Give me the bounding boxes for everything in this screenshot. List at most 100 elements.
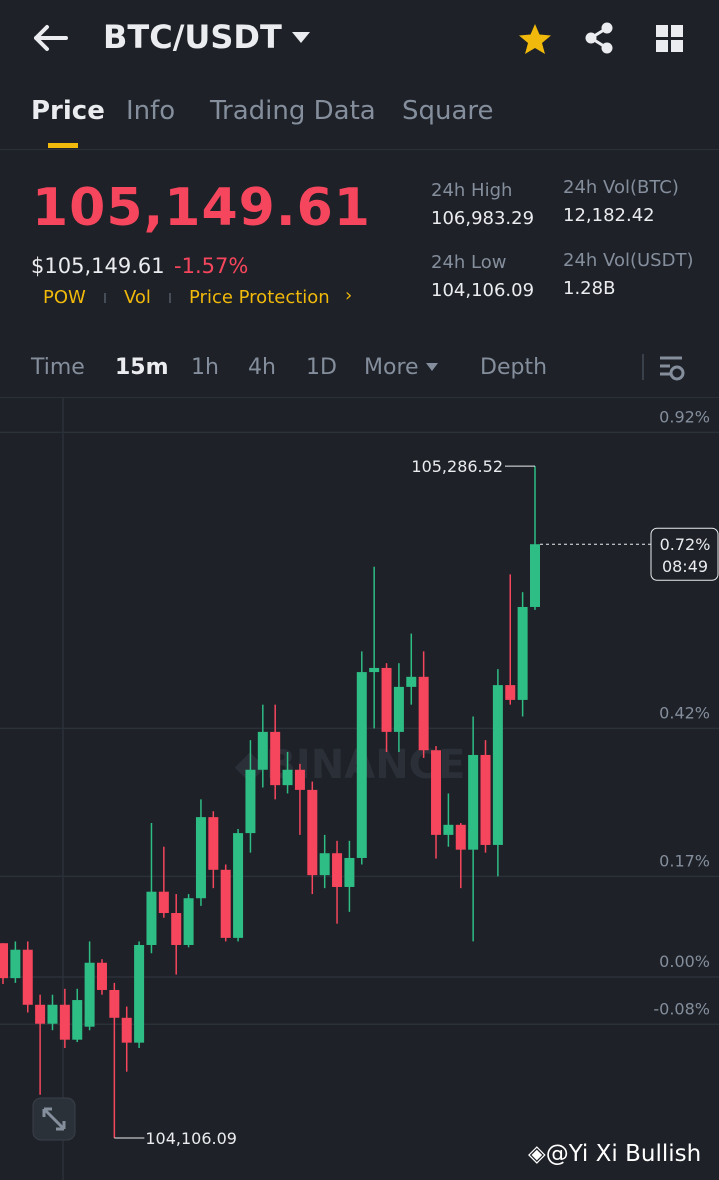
candle-body [220,869,231,938]
interval[interactable]: 1D [306,355,337,380]
y-tick-label: 0.17% [659,851,710,870]
stat-value: 104,106.09 [431,280,535,301]
candle-body [208,817,219,870]
stat-label: 24h Vol(USDT) [563,250,694,271]
stat-label: 24h Low [431,252,507,273]
dropdown-icon[interactable] [290,30,312,46]
countdown-label: 08:49 [662,557,708,576]
chevron: › [345,285,353,306]
candle-body [233,833,244,938]
interval[interactable]: 4h [248,355,276,380]
price-change: -1.57% [174,254,249,278]
tab[interactable]: Trading Data [210,96,376,126]
candle-body [381,667,392,732]
grid-icon[interactable] [655,24,685,54]
candlestick-chart: ◆BINANCE 0.92% 0.42% 0.17% 0.00% -0.08% 105,2… [0,398,719,1180]
low-label: 104,106.09 [145,1129,237,1148]
usd-price: $105,149.61 [31,254,165,278]
y-tick-label: 0.42% [659,703,710,722]
tag-separator [104,293,106,303]
candle-body [59,1004,70,1040]
tag[interactable]: Price Protection [189,287,330,308]
y-tick-label: -0.08% [653,999,710,1018]
tab[interactable]: Price [31,96,105,126]
tab[interactable]: Info [126,96,176,126]
interval[interactable]: 1h [191,355,219,380]
candle-body [134,944,145,1043]
candle-body [35,1004,46,1024]
high-label: 105,286.52 [411,457,503,476]
candle-body [431,750,442,835]
y-tick-label: 0.92% [659,407,710,426]
divider [0,397,719,398]
candle-body [468,754,479,850]
candle-body [121,1017,132,1043]
candle-body [344,857,355,887]
candle-body [96,962,107,990]
stat-value: 1.28B [563,278,616,299]
candle-body [505,685,516,700]
interval[interactable]: 15m [115,355,169,380]
interval[interactable]: More [364,355,419,380]
candle-body [356,672,367,858]
candle-body [307,789,318,876]
candle-body [158,891,169,914]
stat-label: 24h High [431,180,513,201]
stat-label: 24h Vol(BTC) [563,177,679,198]
tab-indicator [48,143,78,148]
candle-body [195,817,206,899]
stat-value: 12,182.42 [563,205,655,226]
back-icon[interactable] [30,22,70,54]
candle-body [418,676,429,751]
candle-body [332,853,343,887]
y-tick-label: 0.00% [659,952,710,971]
separator [642,354,644,380]
tag[interactable]: POW [43,287,86,308]
current-price-box [650,527,719,581]
tag[interactable]: Vol [124,287,151,308]
watermark: ◈@Yi Xi Bullish [528,1141,702,1167]
stat-value: 106,983.29 [431,208,535,229]
interval[interactable]: Time [31,355,85,380]
interval[interactable]: Depth [480,355,548,380]
candle-body [183,898,194,945]
candle-body [517,606,528,700]
fullscreen-button[interactable] [32,1097,76,1141]
candle-body [455,824,466,850]
candle-body [443,824,454,835]
exchange-watermark: ◆BINANCE [235,742,466,788]
divider [0,149,719,150]
candle-body [319,853,330,876]
candle-body [492,685,503,845]
candle-body [393,686,404,732]
candle-body [480,754,491,845]
watermark-text: @Yi Xi Bullish [545,1141,702,1167]
candle-body [245,769,256,834]
candle-body [22,949,33,1005]
candle-body [406,676,417,687]
tag-separator [169,293,171,303]
candle-body [294,769,305,790]
share-icon[interactable] [582,21,616,55]
pair-title[interactable]: BTC/USDT [103,18,282,56]
candle-body [530,544,540,607]
candle-body [0,943,8,979]
candle-body [84,962,95,1027]
candle-body [171,913,182,945]
candle-body [47,1004,58,1024]
candle-body [109,989,120,1018]
current-price-label: 0.72% [660,535,711,554]
last-price: 105,149.61 [32,178,371,238]
candle-body [270,731,281,786]
candle-body [257,731,268,770]
tab[interactable]: Square [402,96,494,126]
candle-body [282,769,293,786]
candle-body [72,1000,83,1040]
candle-body [146,891,157,945]
candle-body [10,949,21,979]
chart-settings-icon[interactable] [658,354,686,382]
favorite-icon[interactable] [517,22,553,56]
more-arrow[interactable] [424,361,440,373]
candle-body [369,667,380,673]
